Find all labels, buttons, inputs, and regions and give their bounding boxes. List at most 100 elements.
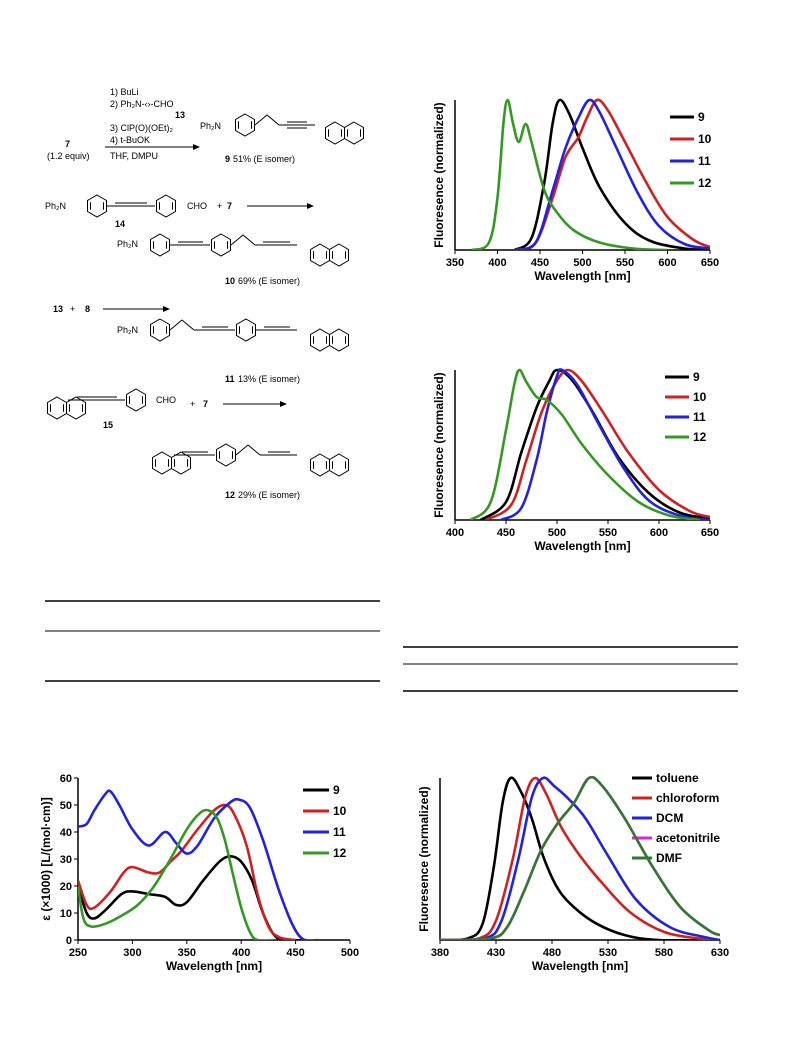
plus-row-2: + (217, 201, 222, 211)
legend-label-11: 11 (333, 825, 346, 839)
series-line-10 (514, 98, 710, 250)
x-tick-label: 550 (616, 257, 634, 269)
x-tick-label: 600 (658, 257, 676, 269)
fluorescence-chart-middle: 400 450 500 550 600 650 Wavelength [nm] Fluores… (432, 368, 719, 553)
x-tick-label: 630 (711, 947, 729, 959)
x-tick-label: 480 (543, 947, 561, 959)
compound-15-num: 15 (103, 420, 113, 430)
x-tick-label: 450 (531, 257, 549, 269)
y-axis-label: Fluoresence (normalized) (432, 372, 446, 517)
legend-label-11: 11 (698, 154, 711, 168)
series-line-12 (471, 98, 668, 250)
series-line-11 (78, 789, 318, 940)
legend-label-chloroform: chloroform (656, 791, 719, 805)
x-tick-label: 400 (232, 947, 250, 959)
x-tick-label: 500 (341, 947, 359, 959)
legend-label-12: 12 (698, 176, 712, 190)
y-tick-label: 10 (60, 908, 72, 920)
absorption-chart: 250 300 350 400 450 500 0 10 20 30 40 50 60 Wavelengt… (39, 773, 359, 973)
reagent-step-3: 3) ClP(O)(OEt)₂ (110, 123, 173, 133)
series-line-DCM (440, 776, 720, 940)
y-tick-label: 0 (66, 935, 72, 947)
x-tick-label: 550 (599, 527, 617, 539)
y-tick-label: 30 (60, 854, 72, 866)
synthesis-scheme: 1) BuLi 2) Ph₂N-‹›-CHO 13 3) ClP(O)(OEt)… (45, 87, 395, 500)
ph2n-label-10: Ph₂N (117, 239, 138, 249)
y-axis-label: Fluoresence (normalized) (417, 786, 431, 931)
x-tick-label: 350 (178, 947, 196, 959)
x-axis-label: Wavelength [nm] (166, 959, 262, 973)
legend-label-DCM: DCM (656, 811, 683, 825)
x-tick-label: 580 (655, 947, 673, 959)
plus-row-4: + (190, 399, 195, 409)
x-tick-label: 650 (701, 257, 719, 269)
plus-row-3: + (70, 304, 75, 314)
reagent-number-13: 13 (175, 110, 185, 120)
legend-label-9: 9 (333, 783, 340, 797)
legend-label-9: 9 (693, 370, 700, 384)
legend-label-toluene: toluene (656, 771, 699, 785)
series-line-11 (514, 98, 710, 250)
compound-12-num: 12 (225, 490, 235, 500)
series-line-toluene (440, 776, 720, 940)
legend-label-DMF: DMF (656, 851, 682, 865)
legend-label-11: 11 (693, 410, 706, 424)
y-tick-label: 50 (60, 800, 72, 812)
y-tick-label: 20 (60, 881, 72, 893)
reactant-7-row-4: 7 (203, 399, 208, 409)
x-tick-label: 400 (488, 257, 506, 269)
legend-label-10: 10 (698, 132, 712, 146)
fluorescence-chart-top: 350 400 450 500 550 600 650 Wavelength [nm] Fluo… (432, 98, 719, 283)
compound-9-yield: 51% (E isomer) (233, 154, 295, 164)
series-line-11 (500, 368, 710, 520)
reagent-step-1: 1) BuLi (110, 87, 139, 97)
x-tick-label: 650 (701, 527, 719, 539)
legend-label-10: 10 (333, 804, 347, 818)
reactant-13-row-3: 13 (53, 304, 63, 314)
series-line-12 (78, 808, 274, 940)
x-tick-label: 350 (446, 257, 464, 269)
x-tick-label: 450 (286, 947, 304, 959)
compound-11-yield: 13% (E isomer) (238, 374, 300, 384)
reactant-8-row-3: 8 (85, 304, 90, 314)
compound-14-num: 14 (115, 219, 125, 229)
x-tick-label: 250 (69, 947, 87, 959)
series-line-12 (469, 368, 700, 520)
ph2n-label-9: Ph₂N (200, 121, 221, 131)
reagent-solvent: THF, DMPU (110, 151, 158, 161)
table-rules-left (45, 600, 380, 682)
x-tick-label: 450 (497, 527, 515, 539)
y-axis-label: ε (×1000) [L/(mol·cm)] (39, 797, 53, 920)
compound-10-num: 10 (225, 276, 235, 286)
compound-9-num: 9 (225, 154, 230, 164)
legend-label-9: 9 (698, 110, 705, 124)
ph2n-label-11: Ph₂N (117, 325, 138, 335)
legend-label-12: 12 (333, 846, 347, 860)
x-tick-label: 380 (431, 947, 449, 959)
y-tick-label: 40 (60, 827, 72, 839)
cho-label-15: CHO (156, 395, 176, 405)
x-axis-label: Wavelength [nm] (534, 269, 630, 283)
legend-label-10: 10 (693, 390, 707, 404)
solvatochromism-chart: 380 430 480 530 580 630 Wavelength [nm] Fluores… (417, 771, 729, 973)
series-line-10 (484, 368, 710, 520)
compound-10-yield: 69% (E isomer) (238, 276, 300, 286)
reagent-step-4: 4) t-BuOK (110, 135, 150, 145)
cho-label-14: CHO (187, 201, 207, 211)
series-line-10 (78, 803, 296, 940)
reagent-step-2: 2) Ph₂N-‹›-CHO (110, 99, 174, 109)
x-axis-label: Wavelength [nm] (534, 539, 630, 553)
start-compound-7: 7 (65, 139, 70, 149)
x-tick-label: 500 (573, 257, 591, 269)
compound-11-num: 11 (225, 374, 235, 384)
table-rules-right (403, 646, 738, 692)
y-tick-label: 60 (60, 773, 72, 785)
legend-label-12: 12 (693, 430, 707, 444)
reactant-7-row-2: 7 (227, 201, 232, 211)
series-line-DMF (440, 776, 720, 940)
x-tick-label: 600 (650, 527, 668, 539)
start-equiv: (1.2 equiv) (47, 151, 90, 161)
x-tick-label: 430 (487, 947, 505, 959)
x-axis-label: Wavelength [nm] (532, 959, 628, 973)
x-tick-label: 300 (123, 947, 141, 959)
